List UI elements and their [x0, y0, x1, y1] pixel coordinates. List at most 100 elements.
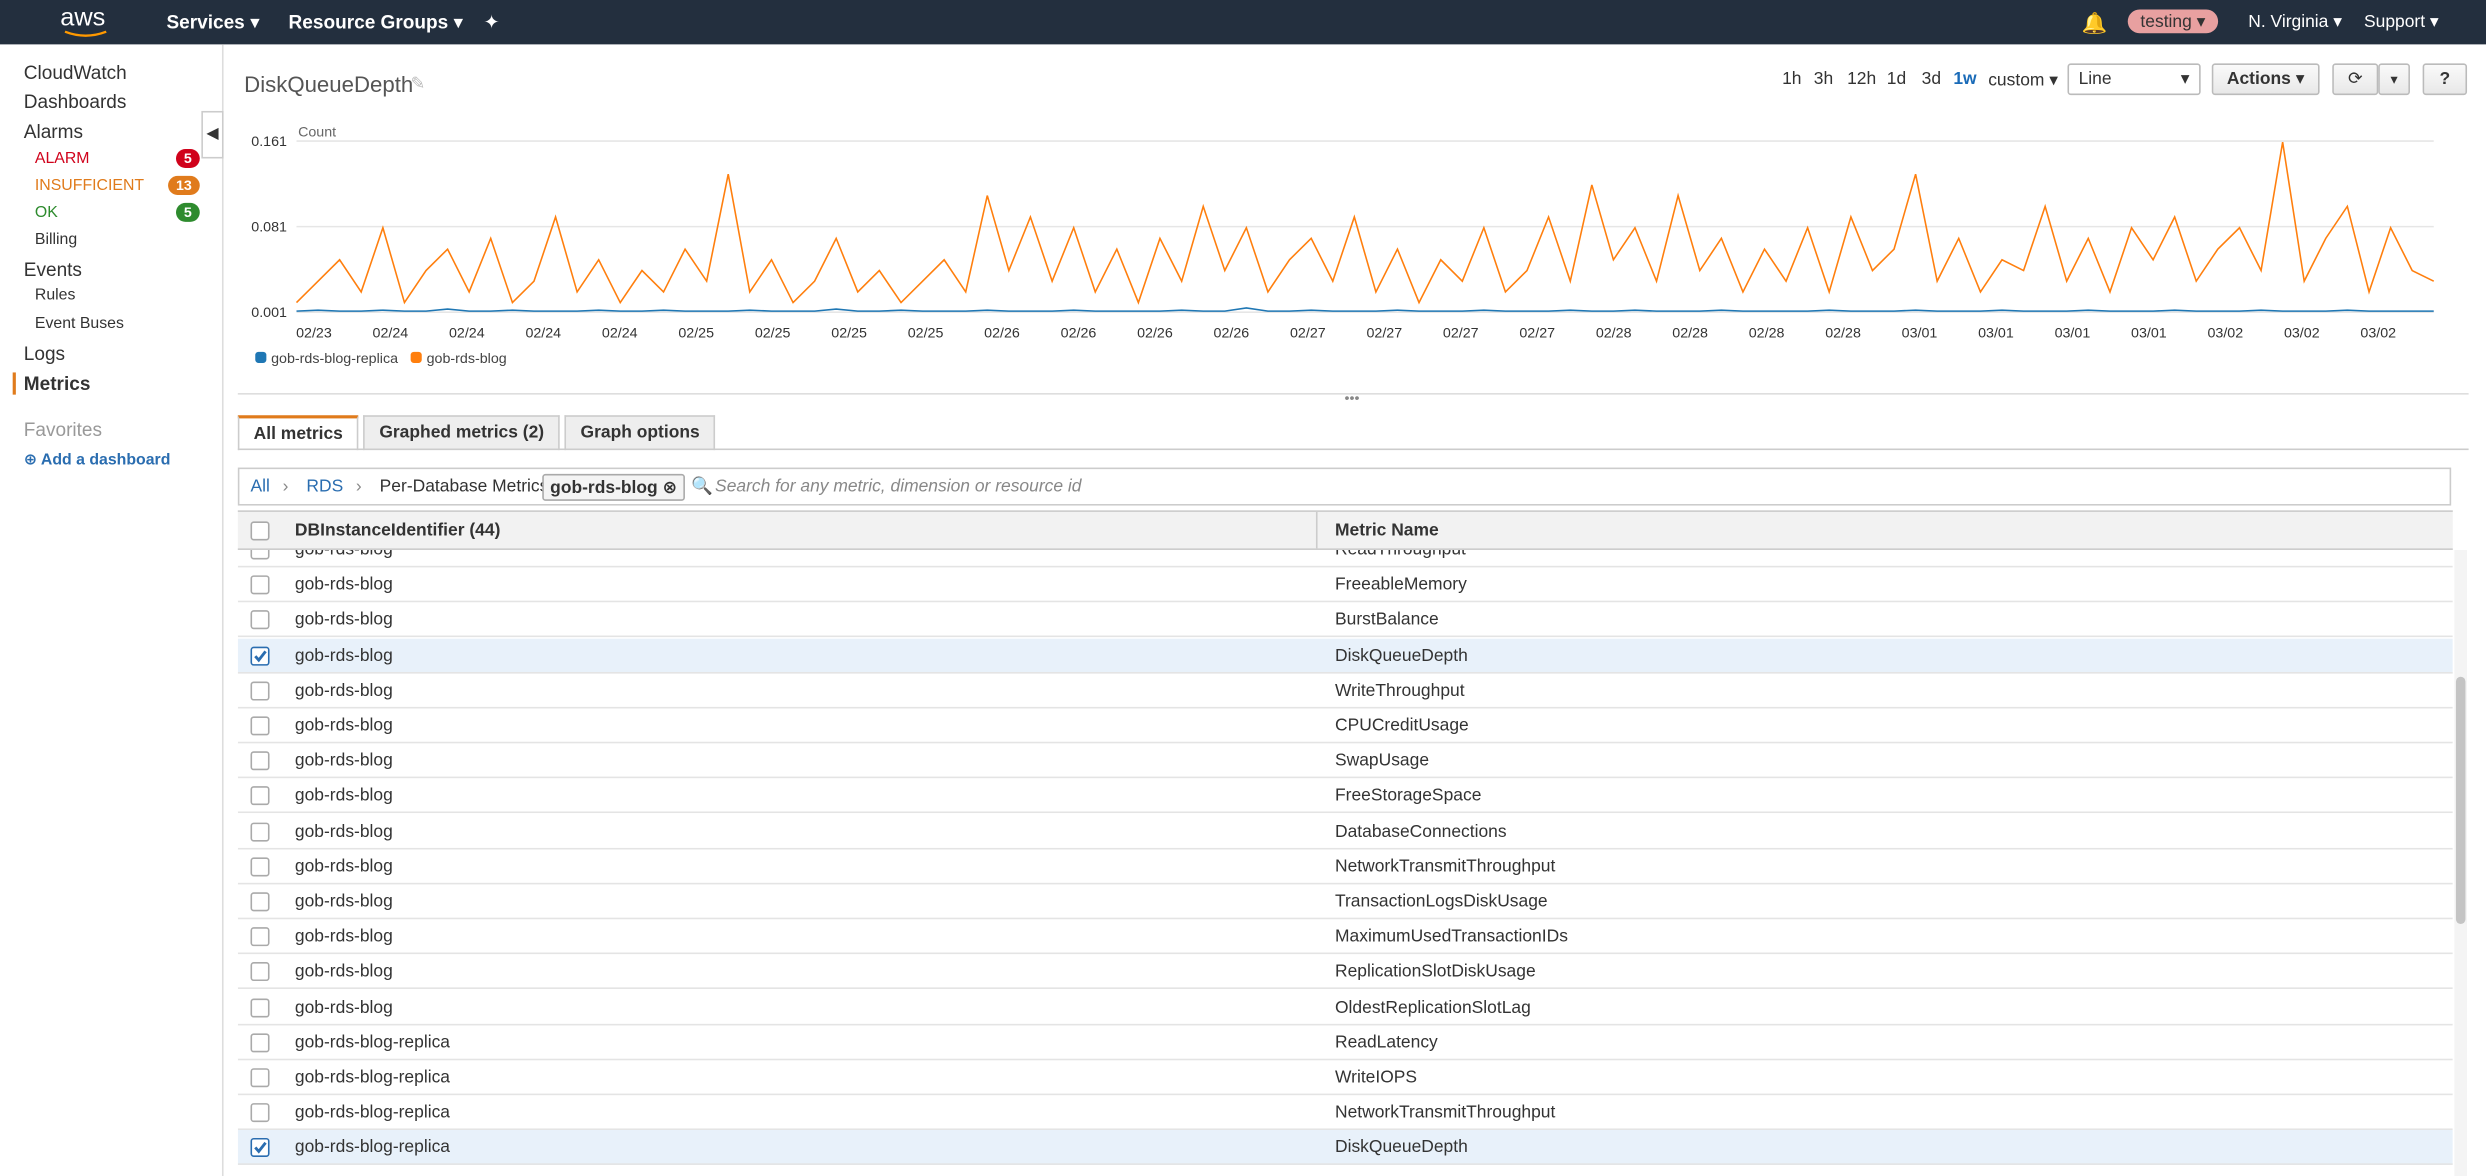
x-tick-label: 03/01 [2131, 326, 2167, 342]
column-header[interactable]: DBInstanceIdentifier (44) [295, 521, 500, 540]
nav-item[interactable]: Events [23, 258, 82, 281]
add-dashboard-link[interactable]: ⊕ Add a dashboard [23, 451, 171, 470]
alarm-state[interactable]: ALARM [34, 150, 90, 168]
table-row[interactable]: gob-rds-blog WriteThroughput [237, 673, 2453, 709]
legend-swatch[interactable] [255, 351, 267, 363]
table-row[interactable]: gob-rds-blog-replica DiskQueueDepth [237, 1130, 2453, 1166]
row-checkbox[interactable] [250, 681, 270, 701]
row-checkbox[interactable] [250, 549, 270, 560]
nav-item[interactable]: Billing [34, 231, 78, 249]
row-checkbox[interactable] [250, 857, 270, 877]
table-row[interactable]: gob-rds-blog ReadThroughput [237, 549, 2453, 568]
time-range[interactable]: 1h [1782, 69, 1802, 89]
table-row[interactable]: gob-rds-blog-replica WriteIOPS [237, 1060, 2453, 1096]
table-row[interactable]: gob-rds-blog NetworkTransmitThroughput [237, 849, 2453, 885]
row-checkbox[interactable] [250, 962, 270, 982]
row-checkbox[interactable] [250, 927, 270, 947]
table-row[interactable]: gob-rds-blog CPUCreditUsage [237, 708, 2453, 744]
select-all-checkbox[interactable] [250, 521, 270, 541]
table-row[interactable]: gob-rds-blog FreeStorageSpace [237, 779, 2453, 814]
column-header[interactable]: Metric Name [1334, 521, 1439, 541]
row-checkbox[interactable] [250, 610, 270, 630]
time-range[interactable]: 1w [1953, 69, 1977, 89]
refresh-options[interactable]: ▾ [2378, 63, 2410, 96]
row-checkbox[interactable] [250, 892, 270, 912]
tab[interactable]: Graph options [564, 415, 716, 451]
alarm-state[interactable]: INSUFFICIENT [34, 177, 145, 195]
table-row[interactable]: gob-rds-blog TransactionLogsDiskUsage [237, 884, 2453, 920]
filter-bar: All › RDS › Per-Database Metrics gob-rds-blo… [237, 467, 2452, 506]
row-checkbox[interactable] [250, 786, 270, 806]
resource-groups-menu[interactable]: Resource Groups ▾ [288, 11, 464, 34]
y-tick-label: 0.161 [251, 134, 287, 150]
help-button[interactable]: ? [2422, 63, 2468, 96]
row-checkbox[interactable] [250, 1103, 270, 1123]
breadcrumb-item[interactable]: All [250, 477, 270, 497]
resize-handle[interactable]: ••• [1344, 389, 1360, 406]
table-row[interactable]: gob-rds-blog-replica ReadLatency [237, 1025, 2453, 1060]
nav-item[interactable]: Alarms [23, 120, 83, 143]
services-menu[interactable]: Services ▾ [166, 11, 260, 34]
series-line [295, 142, 2435, 305]
row-checkbox[interactable] [250, 1033, 270, 1053]
nav-item[interactable]: Rules [34, 286, 76, 305]
time-range[interactable]: custom ▾ [1988, 71, 2059, 91]
nav-item[interactable]: CloudWatch [23, 61, 127, 84]
row-checkbox[interactable] [250, 821, 270, 841]
nav-item[interactable]: Logs [23, 342, 66, 365]
x-tick-label: 02/24 [602, 326, 638, 342]
filter-token[interactable]: gob-rds-blog ⊗ [542, 473, 686, 501]
alarm-state[interactable]: OK [34, 204, 58, 222]
account-menu[interactable]: testing ▾ [2127, 9, 2219, 34]
row-checkbox[interactable] [250, 575, 270, 595]
nav-item[interactable]: Event Buses [34, 315, 124, 333]
row-checkbox[interactable] [250, 1068, 270, 1088]
nav-item[interactable]: Metrics [23, 372, 91, 395]
nav-item[interactable]: Favorites [23, 418, 103, 441]
time-range[interactable]: 3h [1813, 69, 1834, 89]
refresh-button[interactable]: ⟳ [2332, 63, 2379, 96]
row-checkbox[interactable] [250, 716, 270, 736]
table-row[interactable]: gob-rds-blog BurstBalance [237, 603, 2453, 638]
x-tick-label: 02/28 [1672, 326, 1708, 342]
table-row[interactable]: gob-rds-blog FreeableMemory [237, 568, 2453, 603]
breadcrumb-item[interactable]: RDS [306, 477, 344, 497]
table-row[interactable]: gob-rds-blog OldestReplicationSlotLag [237, 990, 2453, 1025]
table-row[interactable]: gob-rds-blog ReplicationSlotDiskUsage [237, 955, 2453, 990]
instance-id: gob-rds-blog-replica [294, 1103, 451, 1123]
metric-name: SwapUsage [1334, 751, 1430, 771]
scrollbar[interactable] [2454, 549, 2468, 1176]
view-select[interactable]: Line ▾ [2067, 63, 2201, 96]
tab[interactable]: All metrics [237, 415, 359, 451]
aws-logo[interactable]: aws [60, 4, 106, 32]
row-checkbox[interactable] [250, 751, 270, 771]
collapse-sidebar[interactable]: ◀ [201, 110, 224, 159]
time-range[interactable]: 3d [1921, 69, 1942, 89]
row-checkbox[interactable] [250, 997, 270, 1017]
actions-button[interactable]: Actions ▾ [2211, 63, 2320, 96]
notifications-icon[interactable]: 🔔 [2081, 11, 2108, 35]
metric-name: CPUCreditUsage [1334, 716, 1469, 736]
search-input[interactable]: Search for any metric, dimension or reso… [715, 477, 1082, 497]
pin-icon[interactable]: ✦ [483, 11, 500, 34]
legend-entry[interactable]: gob-rds-blog [426, 350, 507, 367]
tab[interactable]: Graphed metrics (2) [363, 415, 560, 451]
legend-swatch[interactable] [410, 351, 422, 363]
time-range[interactable]: 1d [1886, 69, 1907, 89]
region-menu[interactable]: N. Virginia ▾ [2248, 12, 2342, 32]
graph-title[interactable]: DiskQueueDepth [244, 71, 414, 97]
table-row[interactable]: gob-rds-blog-replica NetworkTransmitThrou… [237, 1095, 2453, 1131]
support-menu[interactable]: Support ▾ [2363, 12, 2439, 32]
edit-title-icon[interactable]: ✎ [410, 74, 426, 94]
table-row[interactable]: gob-rds-blog SwapUsage [237, 744, 2453, 779]
time-range[interactable]: 12h [1847, 69, 1877, 89]
row-checkbox[interactable] [250, 645, 270, 666]
table-row[interactable]: gob-rds-blog DatabaseConnections [237, 814, 2453, 849]
nav-item[interactable]: Dashboards [23, 90, 127, 113]
table-row[interactable]: gob-rds-blog MaximumUsedTransactionIDs [237, 920, 2453, 955]
row-checkbox[interactable] [250, 1138, 270, 1158]
table-row[interactable]: gob-rds-blog DiskQueueDepth [237, 638, 2453, 673]
instance-id: gob-rds-blog-replica [294, 1068, 451, 1088]
legend-entry[interactable]: gob-rds-blog-replica [271, 350, 399, 367]
